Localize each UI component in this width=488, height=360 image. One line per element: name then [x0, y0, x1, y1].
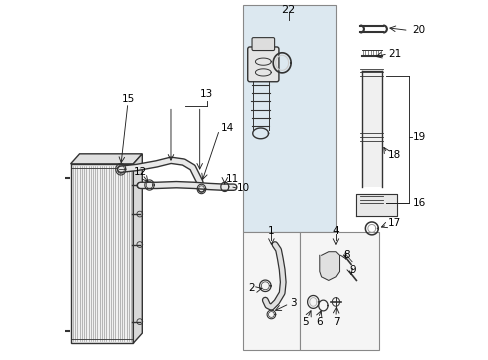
Text: 9: 9: [349, 265, 355, 275]
Text: 22: 22: [281, 5, 295, 15]
Text: 7: 7: [332, 317, 339, 327]
Text: 19: 19: [411, 132, 425, 142]
Text: 13: 13: [200, 89, 213, 99]
Text: 17: 17: [387, 218, 400, 228]
Bar: [70, 164, 133, 343]
Polygon shape: [133, 154, 142, 343]
Text: 4: 4: [332, 226, 339, 236]
Text: 6: 6: [316, 317, 322, 327]
Text: 11: 11: [225, 174, 239, 184]
Text: 16: 16: [411, 198, 425, 208]
FancyBboxPatch shape: [242, 5, 335, 232]
Text: 14: 14: [221, 123, 234, 133]
Text: 12: 12: [134, 167, 147, 177]
Text: 5: 5: [302, 317, 308, 327]
Text: 2: 2: [248, 283, 255, 293]
Text: 18: 18: [387, 150, 400, 160]
Text: 20: 20: [411, 26, 425, 35]
Text: 15: 15: [121, 94, 134, 104]
Text: 3: 3: [290, 298, 296, 308]
FancyBboxPatch shape: [242, 232, 300, 350]
Polygon shape: [319, 252, 339, 280]
Text: 10: 10: [236, 183, 249, 193]
Text: 8: 8: [343, 249, 349, 260]
Polygon shape: [70, 154, 142, 164]
FancyBboxPatch shape: [300, 232, 378, 350]
Polygon shape: [361, 71, 381, 187]
Text: 21: 21: [388, 49, 401, 59]
Text: 1: 1: [267, 226, 274, 236]
FancyBboxPatch shape: [251, 38, 274, 50]
FancyBboxPatch shape: [247, 47, 278, 82]
Polygon shape: [355, 194, 396, 216]
